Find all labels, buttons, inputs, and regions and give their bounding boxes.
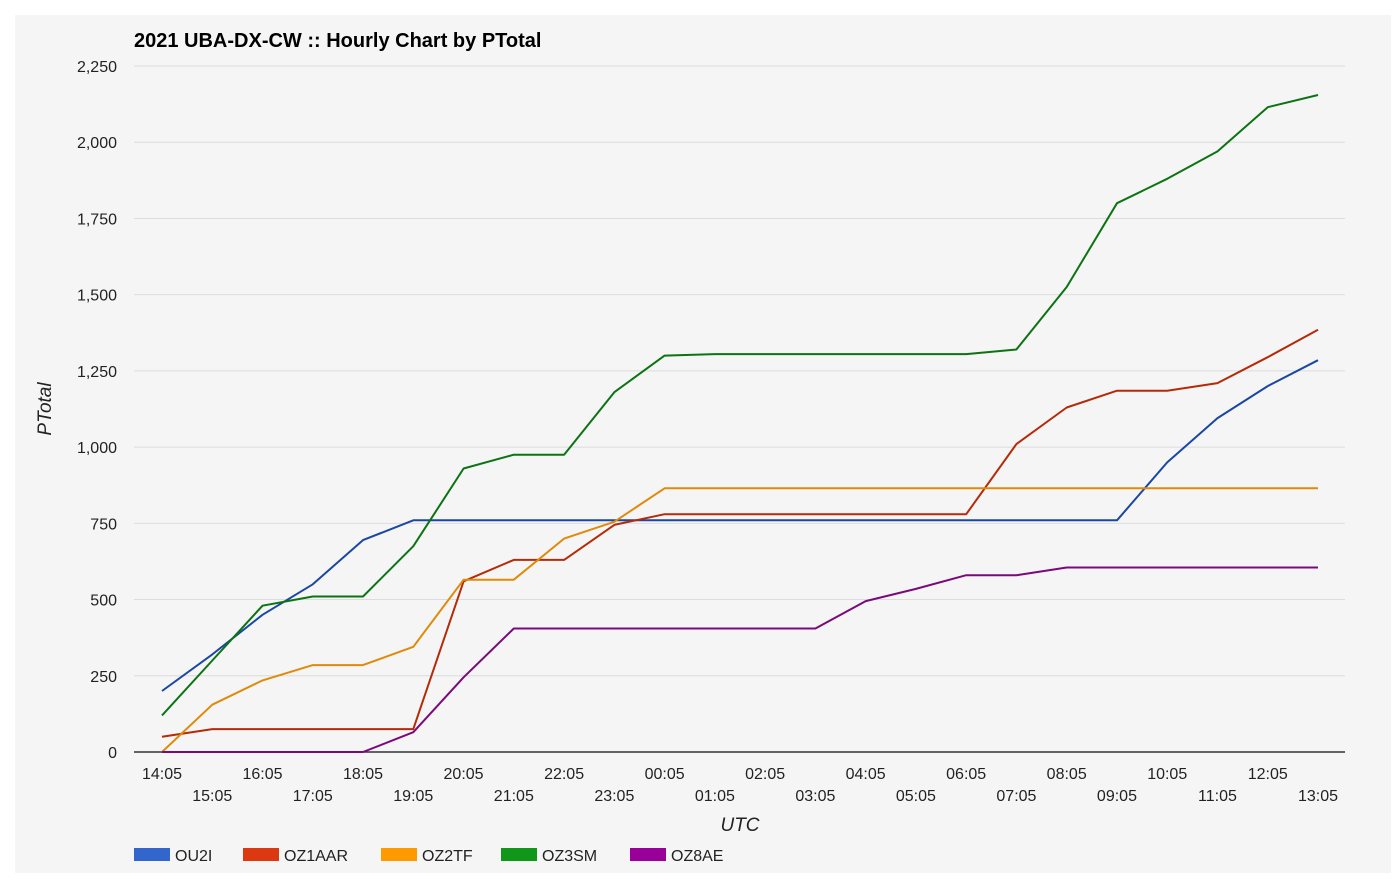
legend-swatch	[501, 848, 537, 861]
y-tick-label: 750	[90, 516, 117, 533]
x-tick-label: 05:05	[896, 788, 936, 805]
x-tick-label: 14:05	[142, 766, 182, 783]
series-lines	[161, 94, 1319, 753]
legend: OU2I OZ1AAR OZ2TF OZ3SM OZ8AE	[134, 848, 723, 865]
x-axis-label: UTC	[720, 815, 759, 836]
x-tick-label: 11:05	[1198, 788, 1237, 805]
y-tick-label: 2,000	[77, 135, 117, 152]
y-axis-tick-labels: 0 250 500 750 1,000 1,250 1,500 1,750 2,000 2,250	[77, 59, 117, 762]
x-tick-label: 18:05	[343, 766, 383, 783]
y-tick-label: 1,250	[77, 364, 117, 381]
x-tick-label: 21:05	[494, 788, 534, 805]
legend-swatch	[630, 848, 666, 861]
x-tick-label: 08:05	[1047, 766, 1087, 783]
chart-title: 2021 UBA-DX-CW :: Hourly Chart by PTotal	[134, 30, 541, 52]
x-tick-label: 20:05	[444, 766, 484, 783]
legend-label: OU2I	[175, 848, 212, 865]
legend-swatch	[381, 848, 417, 861]
x-tick-label: 02:05	[745, 766, 785, 783]
series-line-oz8ae	[162, 566, 1318, 753]
x-tick-label: 07:05	[996, 788, 1036, 805]
series-line-oz3sm	[161, 94, 1319, 717]
legend-label: OZ8AE	[671, 848, 723, 865]
legend-item-oz1aar[interactable]: OZ1AAR	[243, 848, 348, 865]
y-axis-label: PTotal	[35, 382, 56, 436]
legend-item-oz8ae[interactable]: OZ8AE	[630, 848, 723, 865]
y-tick-label: 1,000	[77, 440, 117, 457]
x-tick-label: 17:05	[293, 788, 333, 805]
plot-background	[15, 15, 1391, 873]
legend-label: OZ2TF	[422, 848, 473, 865]
x-tick-label: 01:05	[695, 788, 735, 805]
series-line-ou2i	[161, 359, 1319, 692]
x-tick-label: 06:05	[946, 766, 986, 783]
series-line-oz2tf	[161, 487, 1318, 753]
x-tick-label: 03:05	[795, 788, 835, 805]
x-tick-label: 15:05	[192, 788, 232, 805]
x-tick-label: 12:05	[1248, 766, 1288, 783]
y-tick-label: 500	[90, 593, 117, 610]
y-tick-label: 0	[108, 745, 117, 762]
x-tick-label: 16:05	[242, 766, 282, 783]
legend-item-oz2tf[interactable]: OZ2TF	[381, 848, 473, 865]
y-tick-label: 250	[90, 669, 117, 686]
legend-item-ou2i[interactable]: OU2I	[134, 848, 212, 865]
x-tick-label: 00:05	[645, 766, 685, 783]
legend-item-oz3sm[interactable]: OZ3SM	[501, 848, 597, 865]
x-tick-label: 13:05	[1298, 788, 1338, 805]
y-tick-label: 1,750	[77, 211, 117, 228]
x-tick-label: 19:05	[393, 788, 433, 805]
legend-label: OZ1AAR	[284, 848, 348, 865]
x-axis-tick-labels: 14:05 15:05 16:05 17:05 18:05 19:05 20:05 21:05…	[142, 766, 1338, 805]
legend-swatch	[243, 848, 279, 861]
y-tick-label: 1,500	[77, 288, 117, 305]
y-tick-label: 2,250	[77, 59, 117, 76]
series-line-oz1aar	[161, 328, 1319, 738]
legend-label: OZ3SM	[542, 848, 597, 865]
x-tick-label: 04:05	[846, 766, 886, 783]
x-tick-label: 10:05	[1147, 766, 1187, 783]
x-tick-label: 09:05	[1097, 788, 1137, 805]
x-tick-label: 22:05	[544, 766, 584, 783]
gridlines	[134, 65, 1345, 677]
x-tick-label: 23:05	[594, 788, 634, 805]
legend-swatch	[134, 848, 170, 861]
